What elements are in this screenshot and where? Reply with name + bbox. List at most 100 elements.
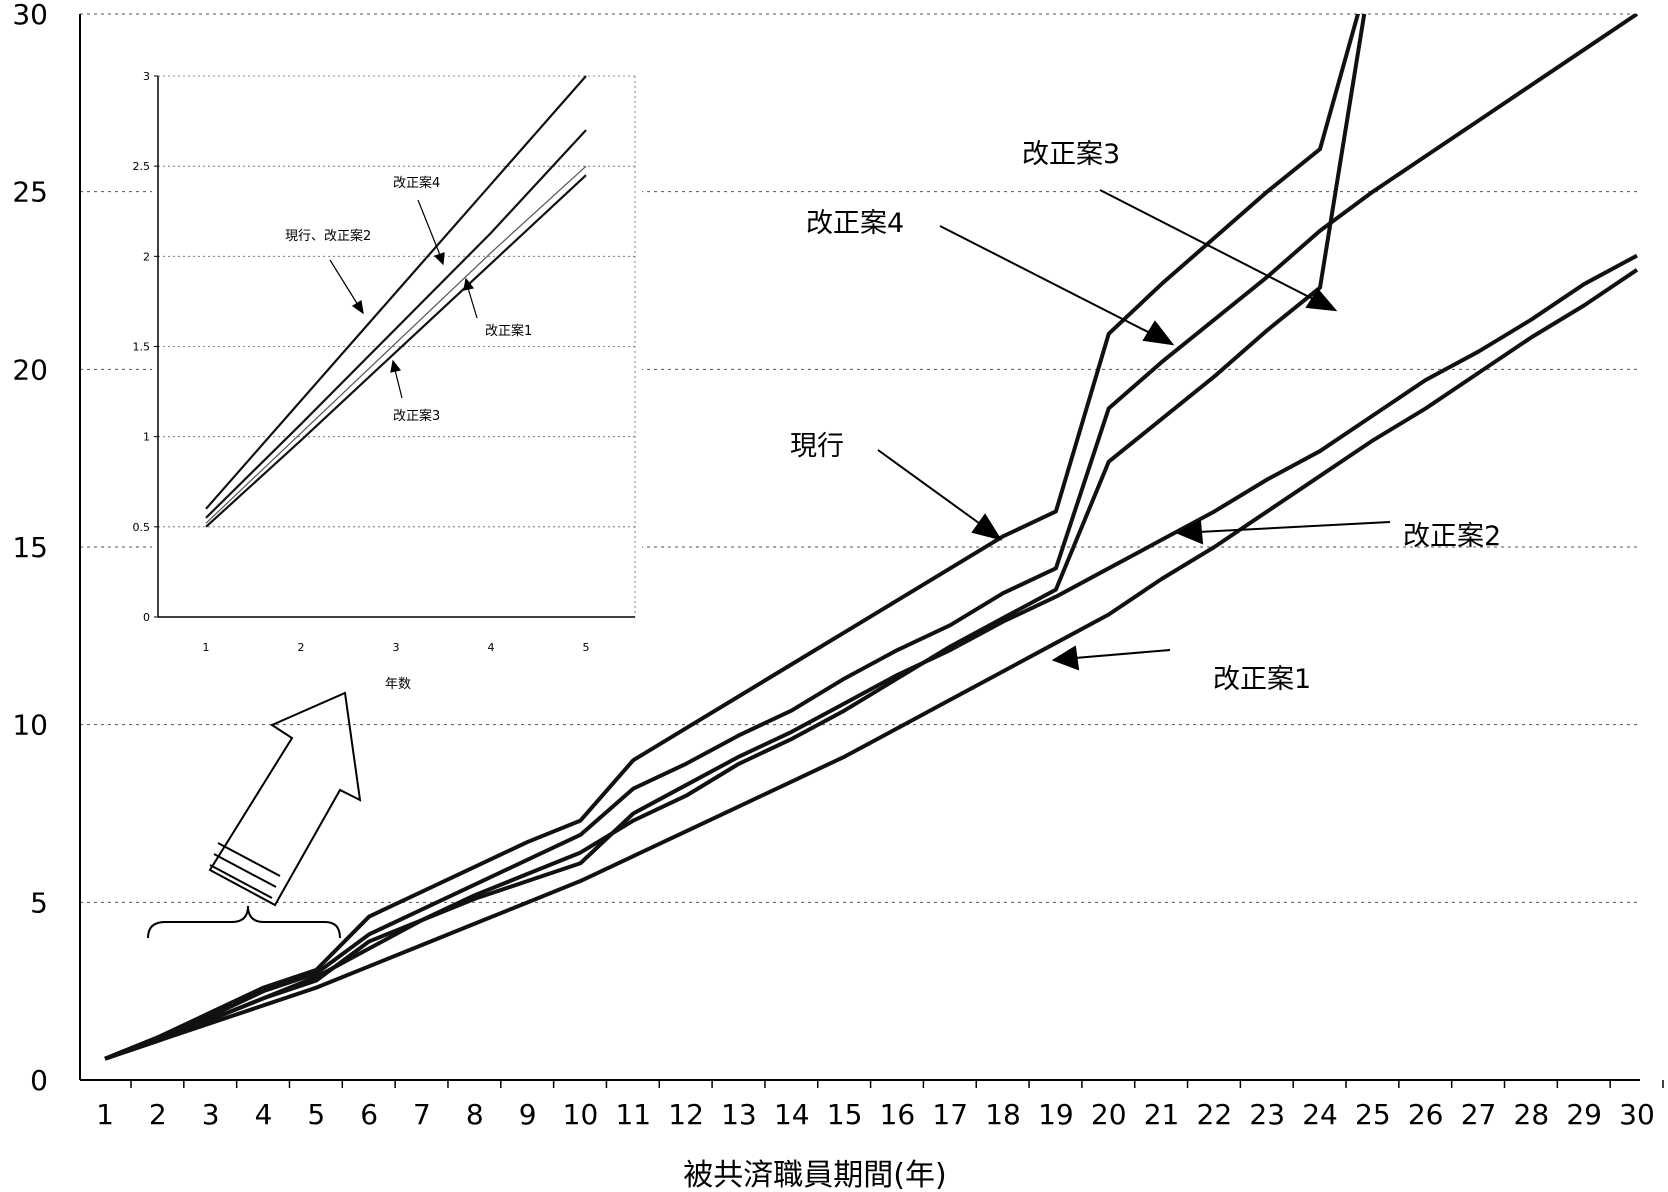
annotation-kaiseian2: 改正案2 [1403,521,1501,552]
inset-series-line-2 [205,165,587,524]
x-tick-label: 2 [149,1098,167,1131]
inset-x-ticks: 1 2 3 4 5 [203,641,590,654]
series-line-1 [104,14,1367,1061]
annotation-kaiseian4: 改正案4 [806,208,904,239]
x-tick-label: 19 [1038,1098,1074,1131]
y-tick-label: 30 [12,0,48,31]
arrow-genko-head [971,513,1003,541]
x-tick-label: 20 [1091,1098,1127,1131]
inset-x-tick-label: 2 [298,641,305,654]
arrow-stripe-1 [217,842,281,877]
y-tick-label: 15 [12,531,48,564]
y-tick-labels: 0 5 10 15 20 25 30 [12,0,48,1097]
arrow-kaiseian4-head [1142,320,1175,346]
y-tick-label: 25 [12,176,48,209]
x-tick-label: 13 [721,1098,757,1131]
x-tick-label: 30 [1619,1098,1655,1131]
inset-y-tick-label: 2.5 [133,160,151,173]
axes [79,14,1640,1081]
y-tick-label: 10 [12,709,48,742]
annotation-kaiseian1: 改正案1 [1213,664,1311,695]
arrow-kaiseian1 [1074,649,1171,659]
x-tick-label: 24 [1302,1098,1338,1131]
x-tick-label: 4 [255,1098,273,1131]
inset-y-tick-label: 1.5 [133,341,151,354]
x-tick-label: 6 [360,1098,378,1131]
inset-y-tick-label: 3 [143,70,150,83]
brace [147,905,341,939]
x-tick-label: 3 [202,1098,220,1131]
inset-y-tick-label: 0.5 [133,521,151,534]
arrow-genko [877,449,984,527]
x-tick-label: 25 [1355,1098,1391,1131]
inset-y-tick-label: 2 [143,250,150,263]
x-tick-label: 15 [827,1098,863,1131]
inset-series-line-1 [205,129,587,519]
annotation-genko: 現行 [790,431,844,462]
inset-y-ticks: 0 0.5 1 1.5 2 2.5 3 [133,70,158,624]
inset-chart: 0 0.5 1 1.5 2 2.5 3 1 2 3 4 5 年数 現行、改正案2 改正案4 改正案1… [133,62,642,692]
x-tick-label: 7 [413,1098,431,1131]
series-line-3 [104,253,1638,1061]
series-line-0 [104,14,1360,1061]
x-tick-label: 22 [1197,1098,1233,1131]
arrow-kaiseian3 [1099,189,1316,301]
inset-arrow-kaiseian4 [417,199,441,256]
arrow-kaiseian2 [1197,521,1391,533]
zoom-indicator [147,691,362,939]
series-lines [104,14,1639,1061]
x-tick-label: 21 [1144,1098,1180,1131]
x-tick-labels: 1 2 3 4 5 6 7 8 9 10 11 12 13 14 15 16 17 18 19 20 21 22 23 24 2… [96,1080,1664,1131]
annotations: 改正案3 改正案4 現行 改正案2 改正案1 [790,139,1501,695]
series-line-4 [104,268,1639,1061]
inset-annotation-kaiseian1: 改正案1 [485,324,532,339]
series-line-2 [104,14,1639,1061]
inset-background [152,62,642,617]
x-tick-label: 8 [466,1098,484,1131]
inset-x-tick-label: 5 [583,641,590,654]
arrow-kaiseian1-head [1051,645,1080,671]
x-tick-label: 29 [1566,1098,1602,1131]
inset-y-tick-label: 0 [143,611,150,624]
annotation-kaiseian3: 改正案3 [1022,139,1120,170]
arrow-stripe-3 [209,864,273,899]
inset-arrow-kaiseian1 [467,287,478,319]
x-tick-label: 28 [1514,1098,1550,1131]
arrow-stripe-2 [213,853,277,888]
inset-series-line-0 [205,75,587,510]
arrow-kaiseian2-head [1175,519,1204,545]
x-tick-label: 26 [1408,1098,1444,1131]
x-tick-label: 12 [668,1098,704,1131]
x-tick-label: 1 [96,1098,114,1131]
inset-x-tick-label: 1 [203,641,210,654]
x-axis-label: 被共済職員期間(年) [683,1158,946,1192]
x-tick-label: 18 [985,1098,1021,1131]
inset-x-axis-label: 年数 [385,677,411,692]
inset-x-tick-label: 4 [488,641,495,654]
arrow-kaiseian3-head [1305,288,1338,312]
big-zoom-arrow [208,691,362,907]
x-tick-label: 10 [563,1098,599,1131]
inset-grid [158,75,636,617]
inset-series-line-3 [205,174,587,528]
inset-arrow-kaiseian3 [394,369,403,399]
x-tick-label: 17 [932,1098,968,1131]
x-tick-label: 16 [880,1098,916,1131]
x-tick-label: 27 [1461,1098,1497,1131]
y-tick-label: 20 [12,353,48,386]
x-tick-label: 5 [307,1098,325,1131]
x-tick-label: 11 [615,1098,651,1131]
y-tick-label: 0 [30,1064,48,1097]
inset-x-tick-label: 3 [393,641,400,654]
x-tick-label: 14 [774,1098,810,1131]
inset-series [205,75,587,528]
inset-y-tick-label: 1 [143,431,150,444]
inset-annotation-kaiseian3: 改正案3 [393,409,440,424]
arrow-kaiseian4 [939,225,1151,334]
x-tick-label: 9 [519,1098,537,1131]
x-tick-label: 23 [1249,1098,1285,1131]
inset-annotation-kaiseian4: 改正案4 [393,176,440,191]
y-tick-label: 5 [30,886,48,919]
